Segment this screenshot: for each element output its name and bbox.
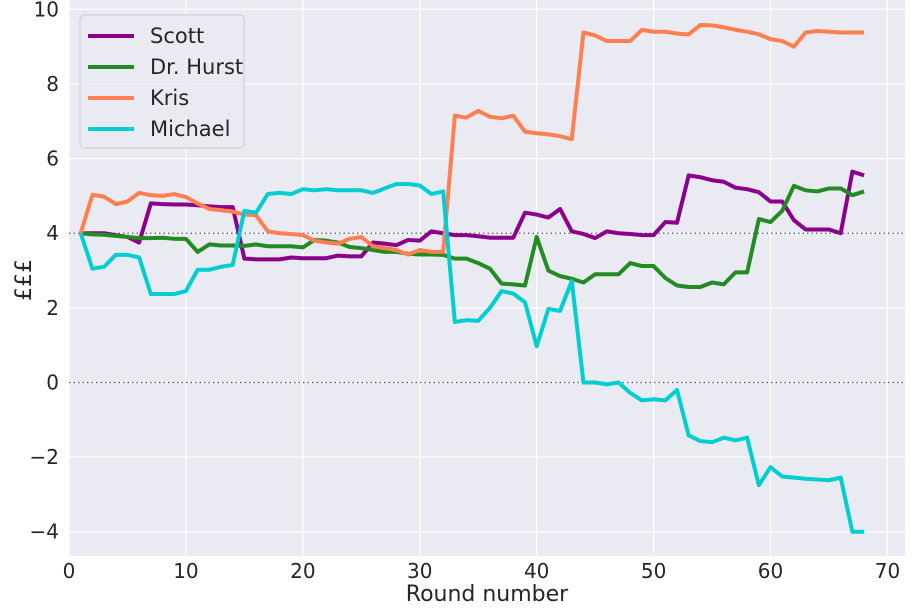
- y-tick-label: 10: [34, 0, 59, 21]
- y-tick-label: 8: [46, 72, 59, 96]
- y-tick-label: 6: [46, 147, 59, 171]
- x-tick-label: 40: [524, 559, 549, 583]
- x-tick-label: 50: [641, 559, 666, 583]
- legend-label: Dr. Hurst: [150, 55, 243, 79]
- series-line-kris: [78, 23, 865, 257]
- series-layer: [78, 23, 865, 534]
- y-tick-label: 0: [46, 370, 59, 394]
- y-tick-label: 4: [46, 221, 59, 245]
- legend: Scott Dr. Hurst Kris Michael: [79, 14, 245, 149]
- series-line-scott: [80, 169, 865, 262]
- y-tick-label: 2: [46, 296, 59, 320]
- y-tick-label: −4: [30, 520, 59, 544]
- x-tick-label: 0: [63, 559, 76, 583]
- x-tick-label: 10: [173, 559, 198, 583]
- legend-label: Kris: [150, 86, 189, 110]
- series-line-dr-hurst: [80, 183, 865, 289]
- y-axis-label: £££: [12, 259, 37, 301]
- x-tick-label: 60: [758, 559, 783, 583]
- x-axis-label: Round number: [406, 582, 569, 607]
- legend-label: Scott: [150, 24, 204, 48]
- y-axis-ticks: −4 −2 0 2 4 6 8 10: [30, 0, 59, 544]
- x-tick-label: 30: [407, 559, 432, 583]
- x-axis-ticks: 0 10 20 30 40 50 60 70: [63, 559, 901, 583]
- legend-label: Michael: [150, 117, 230, 141]
- series-line-michael: [78, 181, 865, 534]
- y-tick-label: −2: [30, 445, 59, 469]
- x-tick-label: 20: [290, 559, 315, 583]
- legend-box: [79, 14, 245, 149]
- grid: [68, 0, 905, 556]
- x-tick-label: 70: [875, 559, 900, 583]
